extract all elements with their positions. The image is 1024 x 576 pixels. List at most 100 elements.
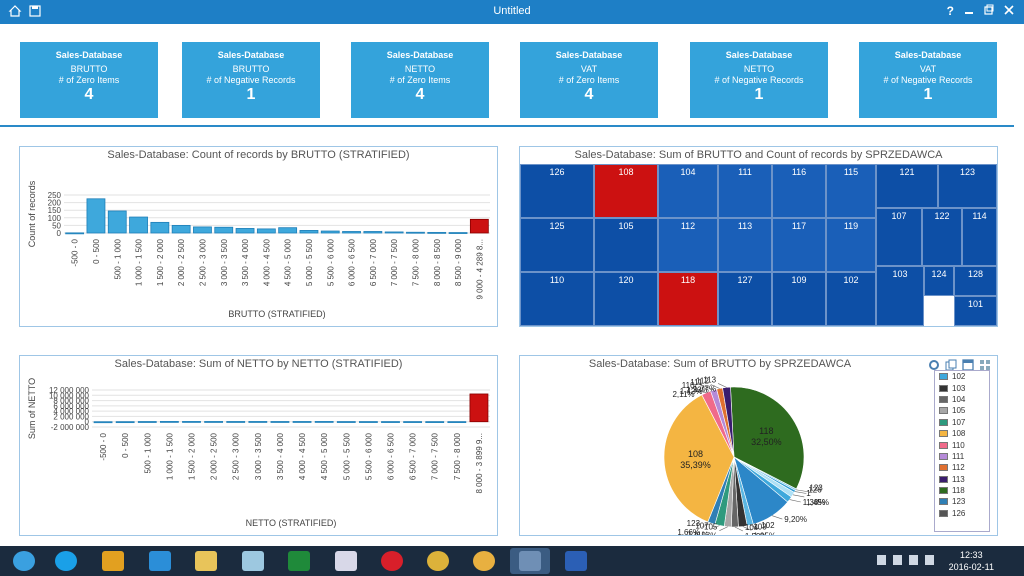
taskbar-word-button[interactable] xyxy=(556,548,596,574)
treemap-cell[interactable]: 127 xyxy=(718,272,772,326)
maximize-icon[interactable] xyxy=(962,358,974,371)
taskbar-file-explorer-button[interactable] xyxy=(186,548,226,574)
treemap-cell[interactable]: 110 xyxy=(520,272,594,326)
pie-slice-pct: 32,50% xyxy=(751,437,782,447)
battery-icon[interactable] xyxy=(925,555,934,565)
legend-label: 126 xyxy=(952,508,966,518)
x-tick-label: -500 - 0 xyxy=(99,432,108,460)
legend-item[interactable]: 112 xyxy=(935,462,989,473)
clock[interactable]: 12:33 2016-02-11 xyxy=(949,549,994,573)
legend-item[interactable]: 123 xyxy=(935,496,989,507)
taskbar-excel-button[interactable] xyxy=(279,548,319,574)
taskbar-internet-explorer-button[interactable] xyxy=(140,548,180,574)
treemap-cell[interactable]: 104 xyxy=(658,164,718,218)
volume-icon[interactable] xyxy=(909,555,918,565)
kpi-tile[interactable]: Sales-Database BRUTTO # of Negative Reco… xyxy=(182,42,320,118)
treemap-cell[interactable]: 125 xyxy=(520,218,594,272)
treemap-cell[interactable]: 123 xyxy=(938,164,997,208)
pie-chart-panel[interactable]: Sales-Database: Sum of BRUTTO by SPRZEDA… xyxy=(519,355,998,536)
taskbar-app-window-button[interactable] xyxy=(510,548,550,574)
pie-leader-line xyxy=(696,388,707,394)
bar xyxy=(129,216,148,234)
outlook-icon xyxy=(102,551,124,571)
save-icon[interactable] xyxy=(28,4,42,18)
treemap-cell[interactable]: 105 xyxy=(594,218,658,272)
pie-slice-pct: 1,59% xyxy=(745,532,768,535)
kpi-tile[interactable]: Sales-Database NETTO # of Negative Recor… xyxy=(690,42,828,118)
treemap-cell[interactable]: 112 xyxy=(658,218,718,272)
legend-item[interactable]: 105 xyxy=(935,405,989,416)
legend-item[interactable]: 103 xyxy=(935,382,989,393)
taskbar-app-globe-button[interactable] xyxy=(464,548,504,574)
bar xyxy=(159,420,179,423)
kpi-tile[interactable]: Sales-Database NETTO # of Zero Items 4 xyxy=(351,42,489,118)
legend-item[interactable]: 107 xyxy=(935,417,989,428)
pie-legend[interactable]: 102 103 104 105 107 108 110 111 112 113 118 123 126 xyxy=(934,370,990,532)
taskbar-start-button[interactable] xyxy=(4,548,44,574)
treemap-cell[interactable]: 102 xyxy=(826,272,876,326)
kpi-db: Sales-Database xyxy=(55,50,123,60)
treemap-cell[interactable]: 108 xyxy=(594,164,658,218)
pie-slice-label: 104 xyxy=(745,523,759,532)
kpi-tile[interactable]: Sales-Database BRUTTO # of Zero Items 4 xyxy=(20,42,158,118)
close-button[interactable] xyxy=(1004,4,1014,19)
treemap-cell[interactable]: 119 xyxy=(826,218,876,272)
taskbar-chrome-button[interactable] xyxy=(418,548,458,574)
treemap-cell[interactable]: 114 xyxy=(962,208,997,266)
legend-item[interactable]: 126 xyxy=(935,508,989,519)
copy-icon[interactable] xyxy=(945,358,957,371)
treemap-cell[interactable]: 116 xyxy=(772,164,826,218)
legend-item[interactable]: 113 xyxy=(935,474,989,485)
treemap-cell[interactable]: 121 xyxy=(876,164,938,208)
treemap-panel[interactable]: Sales-Database: Sum of BRUTTO and Count … xyxy=(519,146,998,327)
taskbar-skype-button[interactable] xyxy=(46,548,86,574)
treemap-cell[interactable]: 126 xyxy=(520,164,594,218)
x-tick-label: 6 000 - 6 500 xyxy=(348,238,357,286)
y-tick-label: 100 xyxy=(48,214,62,223)
treemap-cell[interactable]: 101 xyxy=(954,296,997,326)
x-tick-label: 6 500 - 7 000 xyxy=(409,432,418,480)
bar xyxy=(406,231,425,234)
legend-item[interactable]: 104 xyxy=(935,394,989,405)
gear-icon[interactable] xyxy=(928,358,940,370)
treemap-cell[interactable]: 107 xyxy=(876,208,922,266)
treemap-cell[interactable]: 122 xyxy=(922,208,962,266)
legend-item[interactable]: 110 xyxy=(935,439,989,450)
treemap-cell[interactable]: 117 xyxy=(772,218,826,272)
home-icon[interactable] xyxy=(8,4,22,18)
brutto-count-chart-panel[interactable]: Sales-Database: Count of records by BRUT… xyxy=(19,146,498,327)
y-tick-label: 2 000 000 xyxy=(53,412,89,421)
x-tick-label: 2 000 - 2 500 xyxy=(177,238,186,286)
legend-label: 108 xyxy=(952,429,966,439)
treemap-cell[interactable]: 113 xyxy=(718,218,772,272)
help-button[interactable]: ? xyxy=(946,4,954,18)
flag-icon[interactable] xyxy=(877,555,886,565)
x-tick-label: 7 500 - 8 000 xyxy=(453,432,462,480)
restore-button[interactable] xyxy=(984,4,994,19)
grid-icon[interactable] xyxy=(979,358,991,370)
treemap-cell[interactable]: 103 xyxy=(876,266,924,326)
netto-sum-chart-panel[interactable]: Sales-Database: Sum of NETTO by NETTO (S… xyxy=(19,355,498,536)
kpi-tile[interactable]: Sales-Database VAT # of Negative Records… xyxy=(859,42,997,118)
legend-swatch xyxy=(939,475,948,483)
taskbar-notepad-button[interactable] xyxy=(233,548,273,574)
taskbar-opera-button[interactable] xyxy=(372,548,412,574)
network-icon[interactable] xyxy=(893,555,902,565)
treemap-cell[interactable]: 111 xyxy=(718,164,772,218)
taskbar-paint-button[interactable] xyxy=(326,548,366,574)
legend-item[interactable]: 111 xyxy=(935,451,989,462)
treemap-cell[interactable]: 128 xyxy=(954,266,997,296)
treemap-cell[interactable]: 115 xyxy=(826,164,876,218)
treemap-cell[interactable]: 124 xyxy=(924,266,954,296)
taskbar-outlook-button[interactable] xyxy=(93,548,133,574)
kpi-tile[interactable]: Sales-Database VAT # of Zero Items 4 xyxy=(520,42,658,118)
treemap-cell[interactable]: 120 xyxy=(594,272,658,326)
minimize-button[interactable] xyxy=(964,4,974,19)
legend-item[interactable]: 102 xyxy=(935,371,989,382)
legend-item[interactable]: 108 xyxy=(935,428,989,439)
system-tray xyxy=(877,555,934,565)
legend-item[interactable]: 118 xyxy=(935,485,989,496)
treemap-cell[interactable]: 109 xyxy=(772,272,826,326)
treemap-cell[interactable]: 118 xyxy=(658,272,718,326)
x-tick-label: 8 000 - 3 899 9... xyxy=(475,433,484,494)
